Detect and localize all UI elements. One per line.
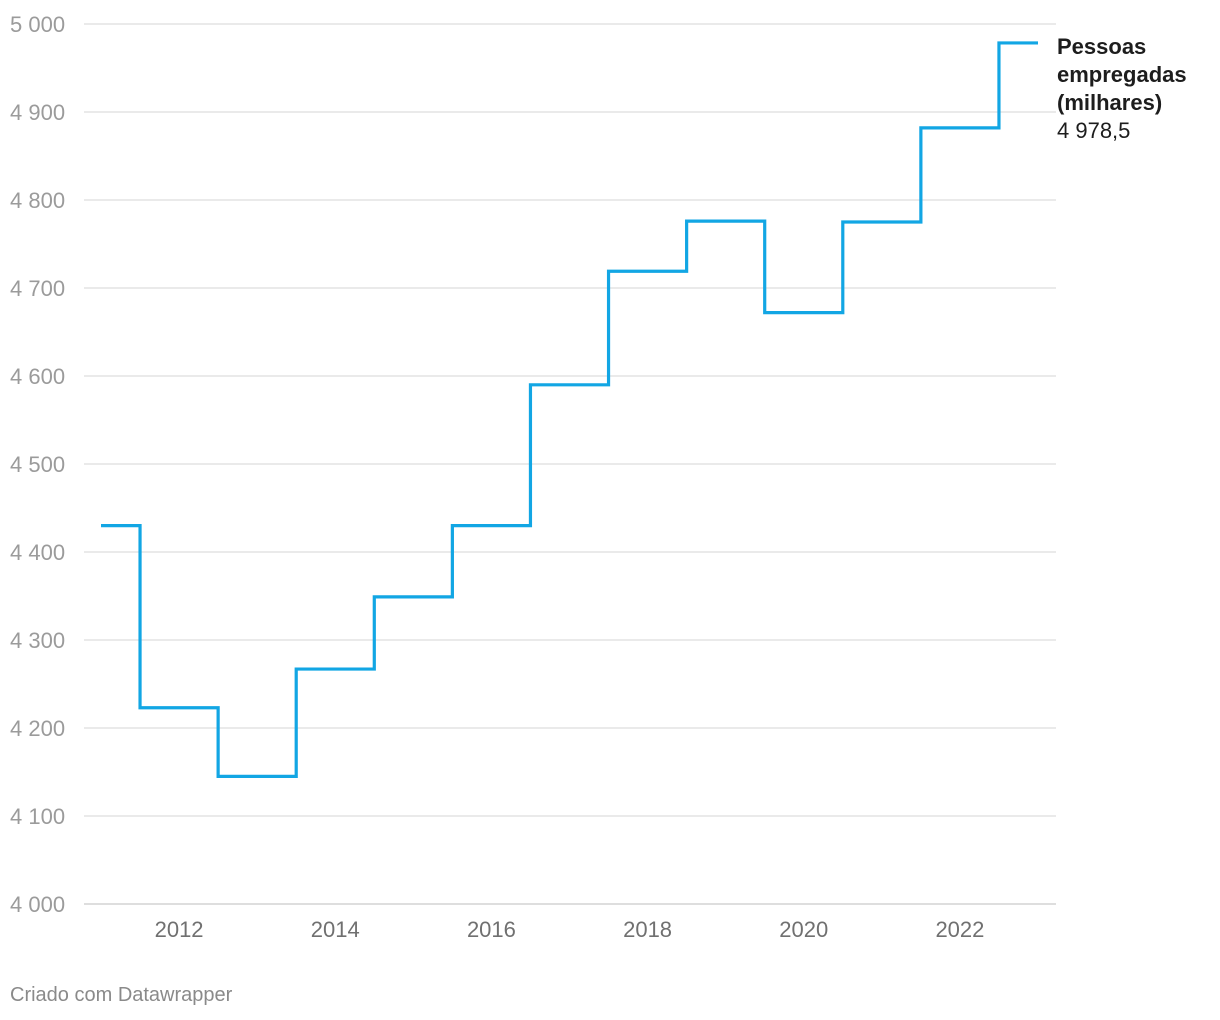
y-tick-label: 4 400 (10, 540, 65, 565)
x-tick-label: 2018 (623, 917, 672, 942)
x-tick-label: 2022 (935, 917, 984, 942)
series-name-label: (milhares) (1057, 90, 1162, 115)
y-gridlines (84, 23, 1056, 905)
series-direct-label: Pessoas empregadas (milhares) 4 978,5 (1057, 34, 1187, 143)
series-name-label: empregadas (1057, 62, 1187, 87)
y-tick-label: 4 800 (10, 188, 65, 213)
y-tick-label: 4 300 (10, 628, 65, 653)
y-tick-label: 4 500 (10, 452, 65, 477)
x-tick-label: 2012 (155, 917, 204, 942)
x-tick-label: 2020 (779, 917, 828, 942)
y-axis: 4 000 4 100 4 200 4 300 4 400 4 500 4 600 4 700… (10, 12, 65, 917)
series-step-line (101, 41, 1038, 778)
series-last-value-label: 4 978,5 (1057, 118, 1130, 143)
y-tick-label: 4 200 (10, 716, 65, 741)
x-tick-label: 2016 (467, 917, 516, 942)
series-name-label: Pessoas (1057, 34, 1146, 59)
credit-text: Criado com Datawrapper (10, 984, 233, 1006)
y-tick-label: 4 900 (10, 100, 65, 125)
x-tick-label: 2014 (311, 917, 360, 942)
y-tick-label: 4 100 (10, 804, 65, 829)
y-tick-label: 5 000 (10, 12, 65, 37)
plot-area (101, 41, 1038, 778)
y-tick-label: 4 000 (10, 892, 65, 917)
step-line-chart: 4 000 4 100 4 200 4 300 4 400 4 500 4 600 4 700… (10, 12, 1187, 942)
y-tick-label: 4 700 (10, 276, 65, 301)
x-axis: 2012 2014 2016 2018 2020 2022 (155, 917, 985, 942)
y-tick-label: 4 600 (10, 364, 65, 389)
